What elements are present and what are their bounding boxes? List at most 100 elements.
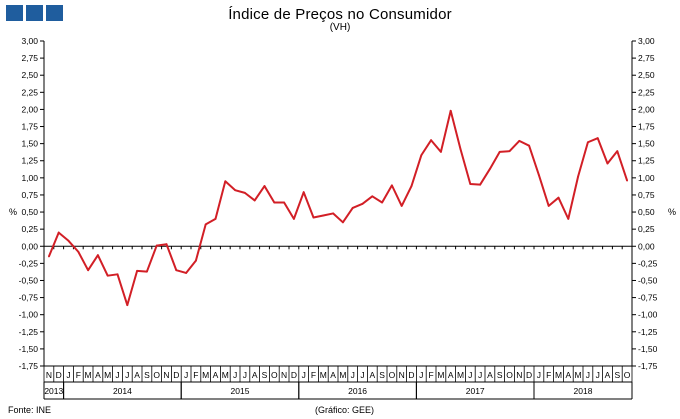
year-label: 2015 — [231, 386, 250, 396]
y-tick-label-left: -0,25 — [19, 258, 39, 268]
y-axis-label-left: % — [9, 207, 17, 217]
month-label: N — [163, 370, 169, 380]
month-label: O — [389, 370, 396, 380]
y-tick-label-left: 0,50 — [21, 207, 38, 217]
cpi-data-point — [165, 243, 168, 246]
month-label: M — [222, 370, 229, 380]
month-label: F — [546, 370, 551, 380]
y-tick-label-right: 1,75 — [638, 122, 655, 132]
month-label: A — [213, 370, 219, 380]
cpi-data-point — [596, 137, 599, 140]
month-label: D — [526, 370, 532, 380]
month-label: J — [596, 370, 600, 380]
month-label: M — [437, 370, 444, 380]
y-tick-label-left: 1,00 — [21, 173, 38, 183]
cpi-data-point — [498, 150, 501, 153]
cpi-data-point — [302, 191, 305, 194]
month-label: O — [506, 370, 513, 380]
month-label: A — [95, 370, 101, 380]
month-label: N — [46, 370, 52, 380]
cpi-data-point — [224, 180, 227, 183]
y-tick-label-right: 2,00 — [638, 104, 655, 114]
cpi-data-point — [381, 201, 383, 204]
cpi-data-point — [538, 174, 540, 177]
year-label: 2014 — [113, 386, 132, 396]
month-label: J — [537, 370, 541, 380]
month-label: F — [76, 370, 81, 380]
y-tick-label-right: 1,25 — [638, 156, 655, 166]
cpi-data-point — [430, 139, 432, 142]
y-tick-label-right: 1,50 — [638, 139, 655, 149]
cpi-data-point — [587, 141, 589, 144]
cpi-data-point — [67, 239, 70, 242]
y-axis-label-right: % — [668, 207, 676, 217]
chart-subtitle: (VH) — [329, 22, 351, 33]
cpi-data-point — [253, 199, 256, 202]
cpi-data-point — [87, 269, 89, 272]
month-label: M — [339, 370, 346, 380]
cpi-data-point — [577, 175, 579, 178]
cpi-data-point — [440, 150, 442, 153]
cpi-data-point — [626, 179, 628, 182]
month-label: S — [262, 370, 268, 380]
y-tick-label-left: 2,25 — [21, 87, 38, 97]
month-label: A — [369, 370, 375, 380]
cpi-data-point — [371, 195, 374, 198]
y-tick-label-left: 1,25 — [21, 156, 38, 166]
year-label: 2017 — [466, 386, 485, 396]
y-tick-label-right: 0,00 — [638, 241, 655, 251]
month-label: D — [408, 370, 414, 380]
y-tick-label-right: -1,00 — [638, 310, 658, 320]
y-tick-label-right: 1,00 — [638, 173, 655, 183]
y-tick-label-left: 0,00 — [21, 241, 38, 251]
cpi-series-line — [47, 109, 629, 307]
cpi-data-point — [332, 212, 334, 215]
month-label: F — [193, 370, 198, 380]
cpi-data-point — [322, 214, 325, 217]
month-label: S — [614, 370, 620, 380]
month-label: J — [360, 370, 364, 380]
cpi-data-point — [195, 259, 197, 262]
cpi-data-point — [293, 217, 295, 220]
month-label: O — [271, 370, 278, 380]
y-tick-label-left: 1,50 — [21, 139, 38, 149]
month-label: F — [311, 370, 316, 380]
cpi-data-point — [244, 191, 246, 194]
y-tick-label-left: 0,25 — [21, 224, 38, 234]
month-label: O — [624, 370, 631, 380]
month-label: J — [184, 370, 188, 380]
logo — [6, 5, 64, 21]
y-tick-label-right: 0,50 — [638, 207, 655, 217]
y-tick-label-left: -1,50 — [19, 344, 39, 354]
chart-credit: (Gráfico: GEE) — [315, 405, 375, 415]
month-label: M — [85, 370, 92, 380]
month-label: D — [56, 370, 62, 380]
y-tick-label-left: 2,00 — [21, 104, 38, 114]
cpi-data-point — [234, 189, 237, 192]
month-label: J — [419, 370, 423, 380]
y-tick-label-right: -0,50 — [638, 275, 658, 285]
year-label: 2013 — [44, 386, 63, 396]
month-label: J — [66, 370, 70, 380]
month-label: A — [252, 370, 258, 380]
y-tick-label-right: 3,00 — [638, 36, 655, 46]
cpi-data-point — [528, 144, 530, 147]
y-tick-label-right: -0,25 — [638, 258, 658, 268]
y-tick-label-right: -1,75 — [638, 361, 658, 371]
month-label: J — [125, 370, 129, 380]
cpi-data-point — [606, 162, 609, 165]
cpi-data-point — [547, 204, 550, 207]
month-label: J — [351, 370, 355, 380]
logo-square — [46, 5, 63, 21]
year-label: 2016 — [348, 386, 367, 396]
y-tick-label-left: 1,75 — [21, 122, 38, 132]
month-label: M — [457, 370, 464, 380]
y-tick-label-right: 2,50 — [638, 70, 655, 80]
cpi-data-point — [420, 154, 423, 157]
month-label: N — [516, 370, 522, 380]
month-label: J — [243, 370, 247, 380]
month-label: S — [379, 370, 385, 380]
cpi-data-point — [449, 109, 452, 112]
cpi-data-point — [557, 196, 560, 199]
chart-title: Índice de Preços no Consumidor — [228, 6, 452, 23]
